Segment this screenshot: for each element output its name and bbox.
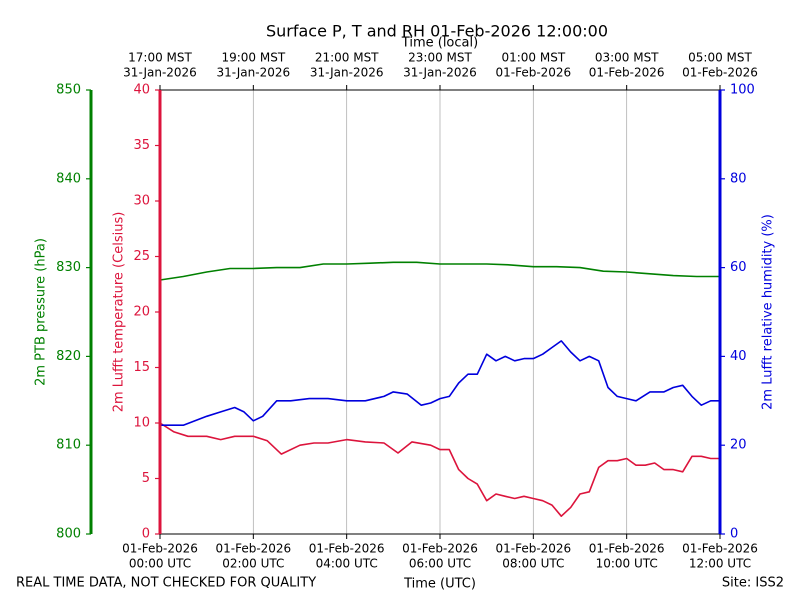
temperature-axis-label: 2m Lufft temperature (Celsius) [112, 212, 127, 413]
quality-notice: REAL TIME DATA, NOT CHECKED FOR QUALITY [16, 576, 316, 591]
x-tick-label-local-time: 19:00 MST [221, 51, 285, 65]
chart-title: Surface P, T and RH 01-Feb-2026 12:00:00 [266, 22, 608, 41]
pressure-axis-label: 2m PTB pressure (hPa) [34, 238, 49, 386]
x-tick-label-utc-date: 01-Feb-2026 [309, 542, 385, 556]
pressure-tick-label: 820 [56, 349, 81, 364]
site-label: Site: ISS2 [722, 576, 784, 591]
temperature-tick-label: 30 [133, 194, 150, 209]
x-tick-label-utc-time: 02:00 UTC [222, 557, 284, 571]
x-axis-label: Time (UTC) [403, 577, 476, 592]
x-tick-label-utc-date: 01-Feb-2026 [495, 542, 571, 556]
series-line-pressure [159, 261, 720, 281]
temperature-tick-label: 0 [142, 527, 150, 542]
humidity-tick-label: 60 [730, 260, 747, 275]
temperature-tick-label: 25 [133, 249, 150, 264]
humidity-tick-label: 40 [730, 349, 747, 364]
temperature-tick-label: 35 [133, 138, 150, 153]
humidity-tick-label: 80 [730, 171, 747, 186]
pressure-tick-label: 810 [56, 438, 81, 453]
x-tick-label-local-date: 31-Jan-2026 [217, 66, 291, 80]
pressure-tick-label: 840 [56, 171, 81, 186]
x-tick-label-local-time: 17:00 MST [128, 51, 192, 65]
pressure-tick-label: 800 [56, 527, 81, 542]
x-tick-label-utc-date: 01-Feb-2026 [402, 542, 478, 556]
x-tick-label-utc-date: 01-Feb-2026 [215, 542, 291, 556]
humidity-axis-label: 2m Lufft relative humidity (%) [761, 214, 776, 410]
temperature-tick-label: 5 [142, 471, 150, 486]
temperature-tick-label: 15 [133, 360, 150, 375]
x-tick-label-utc-time: 08:00 UTC [502, 557, 564, 571]
temperature-tick-label: 20 [133, 305, 150, 320]
x-tick-label-local-time: 21:00 MST [315, 51, 379, 65]
series-line-temperature [159, 422, 720, 518]
pressure-tick-label: 850 [56, 83, 81, 98]
x-tick-label-local-time: 03:00 MST [595, 51, 659, 65]
temperature-tick-label: 10 [133, 416, 150, 431]
x-tick-label-utc-date: 01-Feb-2026 [682, 542, 758, 556]
x-tick-label-local-date: 01-Feb-2026 [495, 66, 571, 80]
x-tick-label-utc-time: 12:00 UTC [689, 557, 751, 571]
x-tick-label-local-time: 05:00 MST [688, 51, 752, 65]
x-tick-label-local-date: 31-Jan-2026 [123, 66, 197, 80]
x-tick-label-local-date: 31-Jan-2026 [403, 66, 477, 80]
pressure-tick-label: 830 [56, 260, 81, 275]
series-line-humidity [160, 340, 720, 427]
humidity-tick-label: 20 [730, 438, 747, 453]
x-tick-label-local-date: 31-Jan-2026 [310, 66, 384, 80]
x-tick-label-utc-date: 01-Feb-2026 [122, 542, 198, 556]
x-tick-label-local-time: 01:00 MST [501, 51, 565, 65]
x-tick-label-utc-time: 10:00 UTC [596, 557, 658, 571]
temperature-tick-label: 40 [133, 83, 150, 98]
top-axis-label: Time (local) [401, 36, 478, 51]
x-tick-label-utc-time: 06:00 UTC [409, 557, 471, 571]
x-tick-label-utc-date: 01-Feb-2026 [589, 542, 665, 556]
x-tick-label-utc-time: 00:00 UTC [129, 557, 191, 571]
x-tick-label-local-time: 23:00 MST [408, 51, 472, 65]
humidity-tick-label: 100 [730, 83, 755, 98]
x-tick-label-local-date: 01-Feb-2026 [682, 66, 758, 80]
x-tick-label-local-date: 01-Feb-2026 [589, 66, 665, 80]
x-tick-label-utc-time: 04:00 UTC [316, 557, 378, 571]
humidity-tick-label: 0 [730, 527, 738, 542]
